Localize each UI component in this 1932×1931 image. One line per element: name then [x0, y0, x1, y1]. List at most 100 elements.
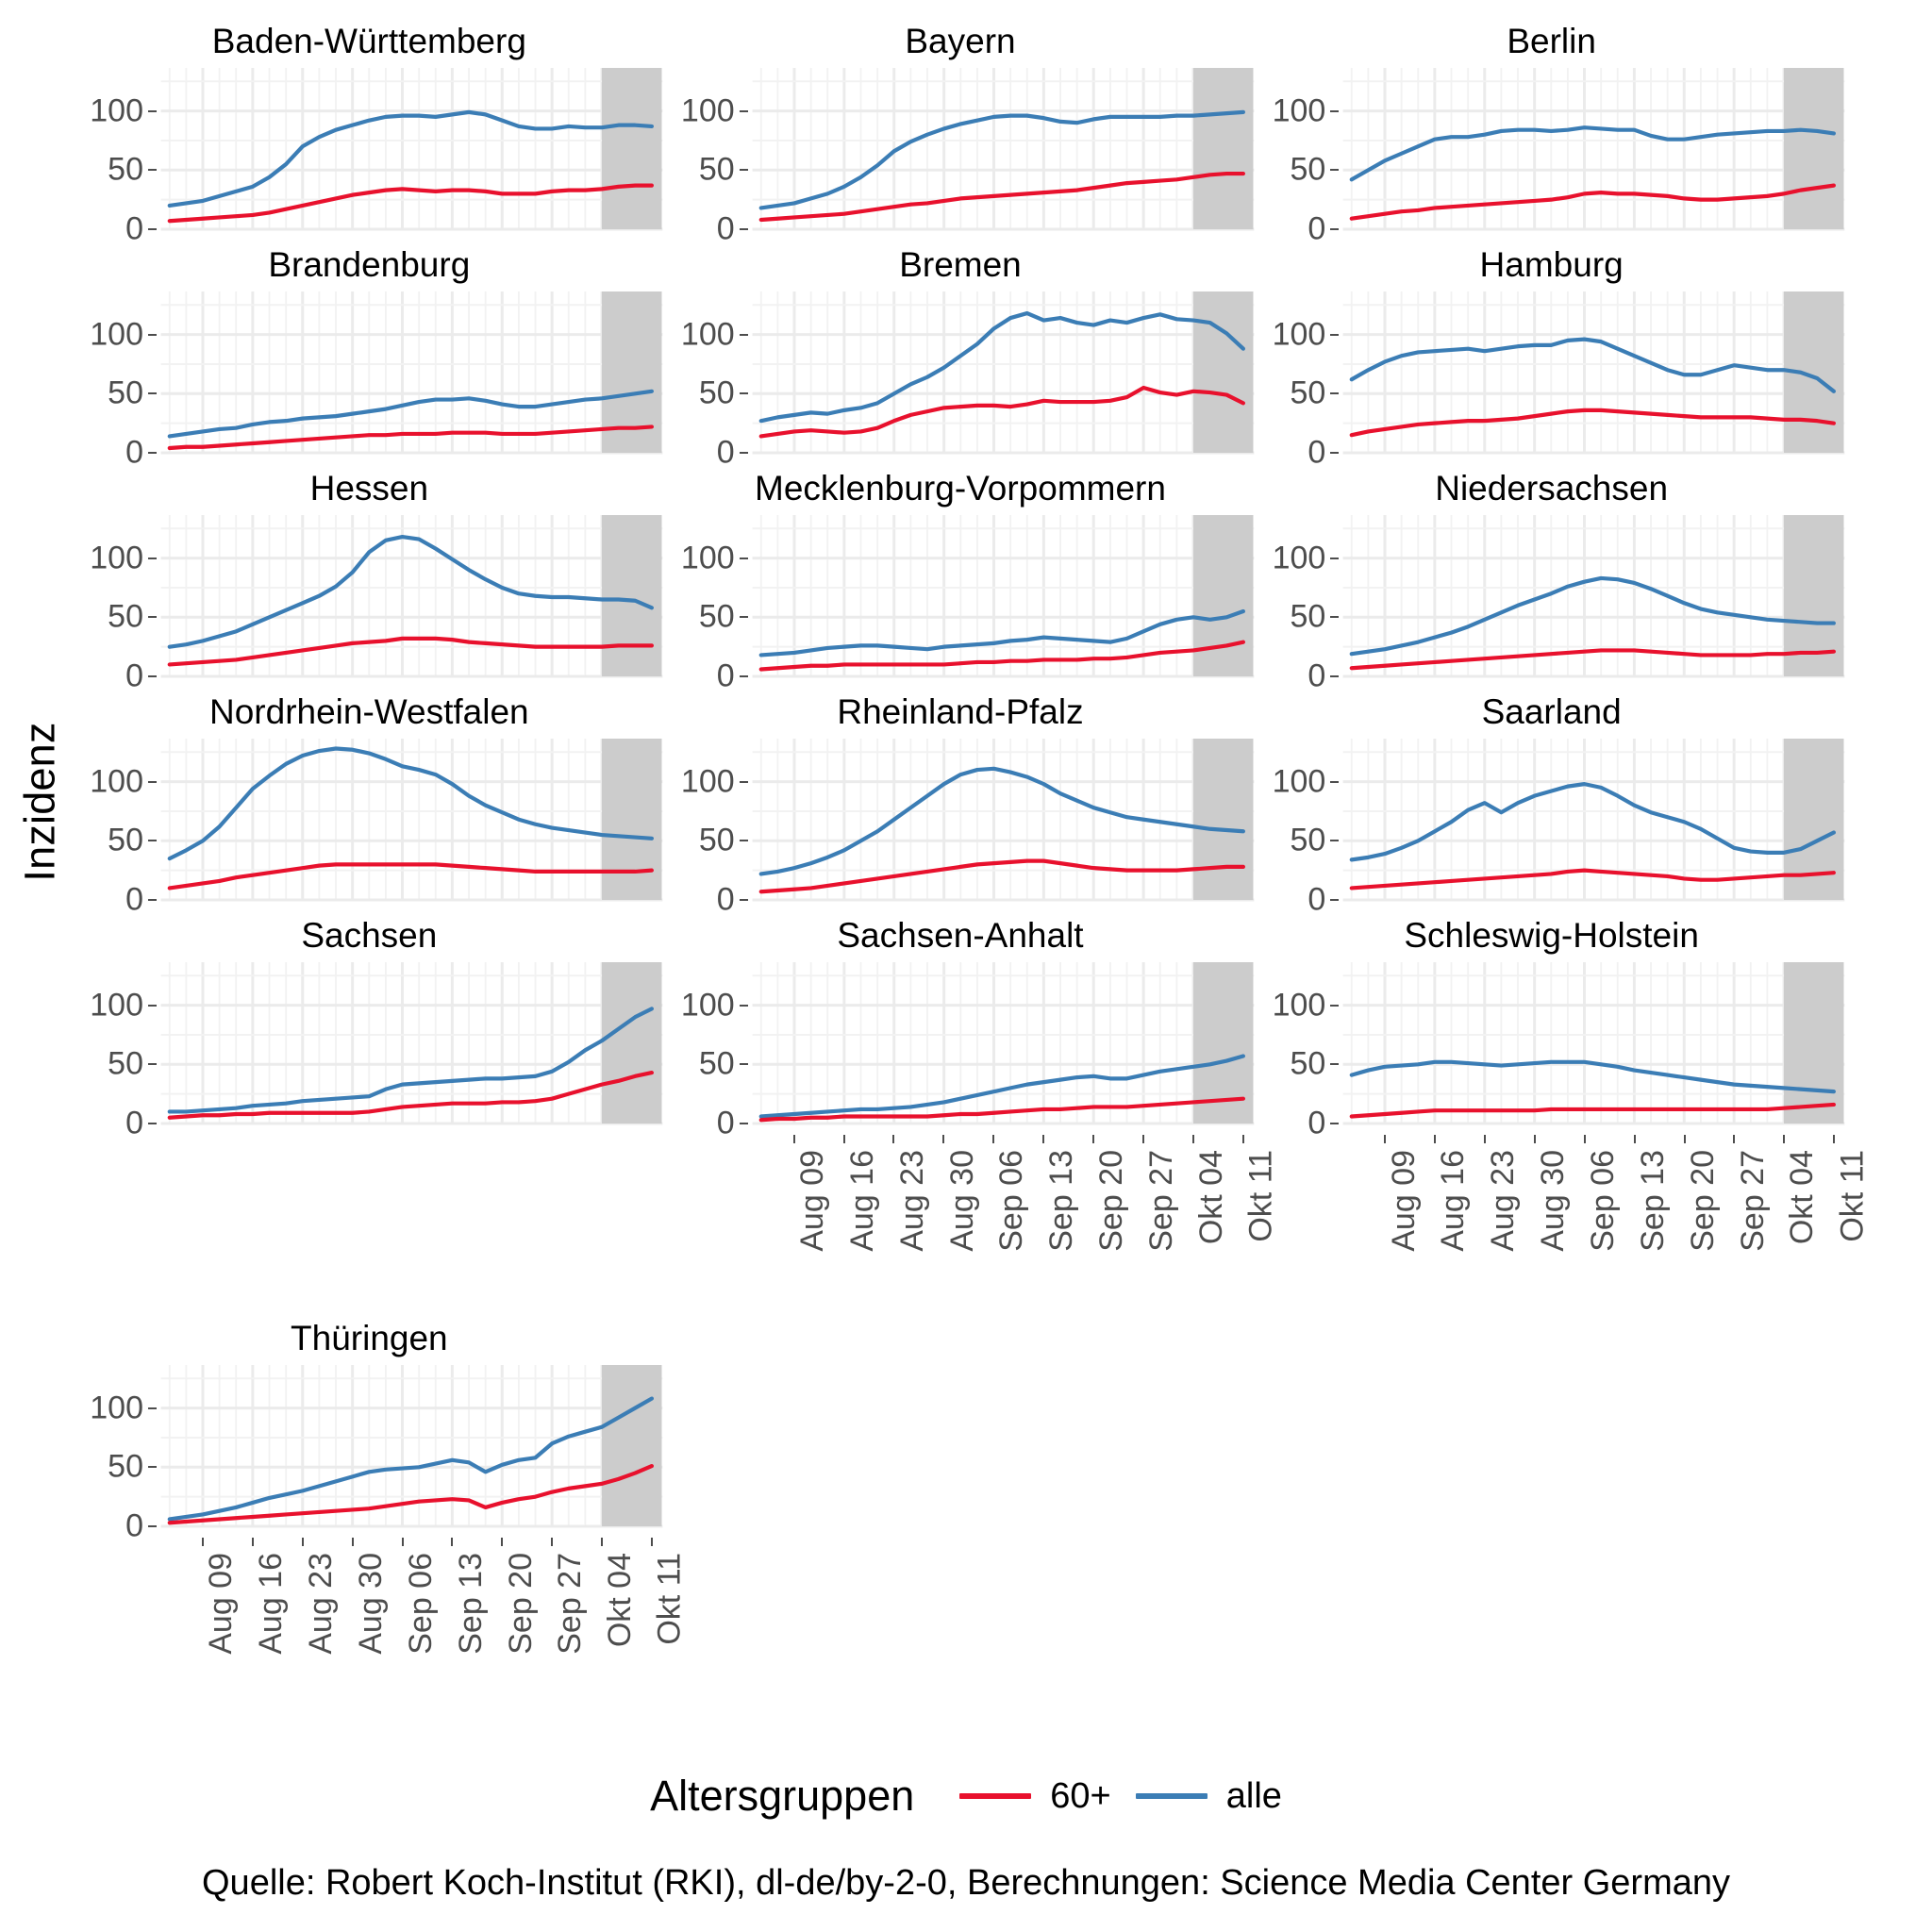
y-tick-label: 50 — [108, 598, 143, 635]
y-tick-mark — [739, 392, 748, 395]
facet-bayern: Bayern 0 50 100 — [665, 17, 1257, 247]
facet-title: Baden-Württemberg — [211, 22, 526, 60]
x-tick-mark — [1484, 1135, 1487, 1143]
y-tick-label: 50 — [1290, 151, 1326, 188]
y-tick-label: 0 — [1307, 658, 1326, 694]
plot-panel — [157, 1363, 665, 1538]
x-tick-mark — [1241, 1135, 1244, 1143]
facet-title: Schleswig-Holstein — [1404, 916, 1699, 955]
x-tick-mark — [650, 1538, 653, 1546]
y-tick-mark — [739, 228, 748, 230]
y-axis-labels: 0 50 100 — [74, 513, 157, 694]
legend-item-alle[interactable]: alle — [1135, 1775, 1282, 1817]
x-tick-label-text: Sep 20 — [1684, 1150, 1721, 1252]
x-tick-mark — [1533, 1135, 1536, 1143]
y-tick-mark — [1330, 228, 1340, 230]
x-tick-label-text: Sep 06 — [1584, 1150, 1621, 1252]
y-tick-label: 50 — [1290, 1045, 1326, 1082]
y-axis-labels: 0 50 100 — [1256, 290, 1340, 471]
x-tick-mark — [992, 1135, 995, 1143]
x-tick-mark — [551, 1538, 554, 1546]
y-tick-label: 100 — [1272, 763, 1326, 800]
facet-hessen: Hessen 0 50 100 — [74, 464, 665, 694]
facet-title: Berlin — [1507, 22, 1596, 60]
panel-with-axis: 0 50 100 — [74, 513, 665, 694]
panel-with-axis: 0 50 100 — [1256, 513, 1847, 694]
x-tick-label-text: Okt 11 — [1834, 1150, 1871, 1242]
y-tick-mark — [148, 616, 157, 619]
y-axis-labels: 0 50 100 — [1256, 960, 1340, 1141]
y-tick-mark — [1330, 675, 1340, 677]
x-axis-labels: Aug 09 Aug 16 Aug 23 Aug 30 Sep 06 Sep 13 Sep … — [748, 1135, 1279, 1314]
x-tick-mark — [601, 1538, 604, 1546]
facet-title: Niedersachsen — [1435, 469, 1669, 508]
facet-brandenburg: Brandenburg 0 50 100 — [74, 241, 665, 471]
y-axis-labels: 0 50 100 — [74, 290, 157, 471]
x-tick-mark — [942, 1135, 945, 1143]
panel-with-axis: 0 50 100 — [665, 290, 1257, 471]
panel-with-axis: 0 50 100 — [665, 513, 1257, 694]
y-tick-mark — [1330, 1123, 1340, 1124]
y-tick-mark — [1330, 840, 1340, 842]
plot-panel — [1339, 737, 1847, 911]
x-axis-labels: Aug 09 Aug 16 Aug 23 Aug 30 Sep 06 Sep 13 Sep … — [157, 1538, 688, 1717]
facet-title: Hamburg — [1479, 245, 1624, 284]
facet-grid: Baden-Württemberg 0 50 100 Bayern 0 50 100 Berli… — [74, 17, 1871, 1717]
y-tick-label: 100 — [1272, 540, 1326, 576]
y-tick-label: 50 — [698, 822, 735, 858]
x-axis-labels: Aug 09 Aug 16 Aug 23 Aug 30 Sep 06 Sep 13 Sep … — [1339, 1135, 1870, 1314]
y-axis-labels: 0 50 100 — [665, 290, 748, 471]
y-tick-mark — [1330, 392, 1340, 395]
y-tick-mark — [1330, 452, 1340, 454]
y-tick-mark — [148, 1063, 157, 1066]
y-tick-label: 50 — [1290, 375, 1326, 411]
panel-with-axis: 0 50 100 — [74, 66, 665, 247]
y-tick-label: 100 — [680, 540, 735, 576]
plot-panel — [157, 290, 665, 464]
y-tick-label: 100 — [680, 92, 735, 129]
x-tick-mark — [1583, 1135, 1586, 1143]
y-tick-mark — [739, 1004, 748, 1007]
y-tick-label: 0 — [716, 434, 735, 471]
x-tick-label-text: Aug 16 — [843, 1150, 880, 1252]
panel-with-axis: 0 50 100 — [1256, 66, 1847, 247]
facet-schleswig-holstein: Schleswig-Holstein 0 50 100 Aug 09 Aug 16 Aug … — [1256, 911, 1871, 1314]
plot-panel — [1339, 960, 1847, 1135]
facet-nordrhein-westfalen: Nordrhein-Westfalen 0 50 100 — [74, 688, 665, 918]
x-tick-mark — [1434, 1135, 1437, 1143]
facet-row: Nordrhein-Westfalen 0 50 100 Rheinland-Pfalz… — [74, 688, 1847, 918]
plot-panel — [157, 960, 665, 1135]
plot-panel — [1339, 513, 1847, 688]
panel-with-axis: 0 50 100 — [1256, 290, 1847, 471]
facet-bremen: Bremen 0 50 100 — [665, 241, 1257, 471]
x-tick-mark — [501, 1538, 504, 1546]
y-tick-label: 100 — [680, 987, 735, 1024]
x-tick-label-text: Aug 16 — [1435, 1150, 1472, 1252]
y-tick-mark — [739, 616, 748, 619]
y-tick-mark — [148, 675, 157, 677]
x-axis: Aug 09 Aug 16 Aug 23 Aug 30 Sep 06 Sep 13 Sep … — [74, 1538, 688, 1717]
plot-panel — [747, 290, 1257, 464]
facet-row: Thüringen 0 50 100 Aug 09 Aug 16 Aug 23 Aug 30 S… — [74, 1314, 1847, 1717]
x-tick-mark — [1384, 1135, 1387, 1143]
facet-title: Saarland — [1481, 692, 1622, 731]
y-axis-labels: 0 50 100 — [74, 737, 157, 918]
facet-title: Hessen — [309, 469, 429, 508]
legend-item-60plus[interactable]: 60+ — [959, 1776, 1111, 1817]
plot-panel — [157, 66, 665, 241]
y-tick-mark — [148, 1525, 157, 1527]
y-tick-mark — [148, 169, 157, 172]
panel-with-axis: 0 50 100 — [74, 290, 665, 471]
x-tick-mark — [1191, 1135, 1194, 1143]
plot-panel — [747, 66, 1257, 241]
y-tick-label: 50 — [698, 598, 735, 635]
y-tick-mark — [739, 1123, 748, 1124]
y-tick-mark — [1330, 169, 1340, 172]
y-axis-labels: 0 50 100 — [665, 737, 748, 918]
y-axis-title-text: Inzidenz — [16, 722, 64, 882]
legend-label-alle: alle — [1225, 1775, 1282, 1816]
x-tick-label-text: Aug 09 — [203, 1553, 239, 1655]
y-tick-mark — [1330, 1004, 1340, 1007]
y-tick-mark — [739, 675, 748, 677]
y-tick-mark — [739, 169, 748, 172]
